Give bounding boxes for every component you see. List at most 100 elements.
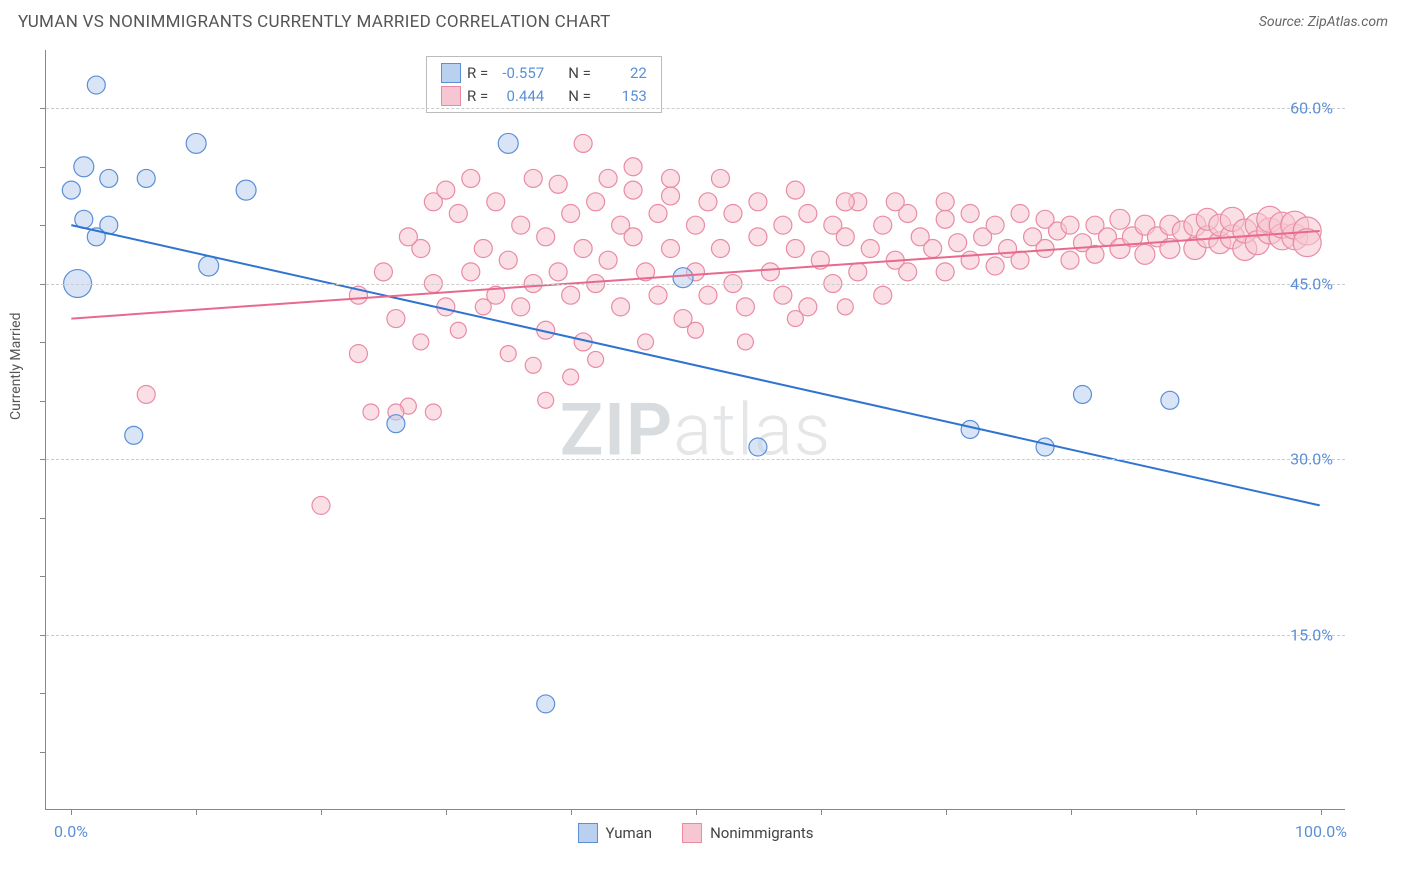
source-prefix: Source: [1259, 14, 1308, 30]
y-minor-tick [40, 576, 46, 577]
data-point [699, 286, 717, 304]
data-point [137, 385, 155, 403]
data-point [724, 204, 742, 222]
data-point [861, 240, 879, 258]
data-point [437, 181, 455, 199]
data-point [499, 251, 517, 269]
data-point [413, 334, 429, 350]
y-tick [40, 108, 46, 109]
data-point [1161, 391, 1179, 409]
data-point [1135, 244, 1155, 264]
data-point [87, 76, 105, 94]
legend-row: R =0.444N =153 [441, 85, 647, 108]
data-point [662, 169, 680, 187]
data-point [449, 204, 467, 222]
y-minor-tick [40, 752, 46, 753]
x-tick [946, 809, 947, 815]
source-attribution: Source: ZipAtlas.com [1259, 14, 1388, 30]
data-point [986, 257, 1004, 275]
data-point [1036, 240, 1054, 258]
data-point [587, 193, 605, 211]
data-point [737, 334, 753, 350]
x-tick [1196, 809, 1197, 815]
data-point [62, 181, 80, 199]
legend-n-label: N = [568, 62, 591, 85]
data-point [312, 496, 330, 514]
legend-r-value: -0.557 [494, 62, 544, 85]
x-tick [1321, 809, 1322, 815]
data-point [549, 175, 567, 193]
data-point [961, 421, 979, 439]
legend-n-label: N = [568, 85, 591, 108]
data-point [538, 392, 554, 408]
data-point [125, 426, 143, 444]
y-minor-tick [40, 693, 46, 694]
data-point [749, 228, 767, 246]
data-point [100, 169, 118, 187]
data-point [849, 263, 867, 281]
y-minor-tick [40, 225, 46, 226]
data-point [649, 204, 667, 222]
correlation-legend-box: R =-0.557N =22R =0.444N =153 [426, 56, 662, 113]
data-point [500, 346, 516, 362]
legend-r-label: R = [467, 62, 488, 85]
gridline [46, 635, 1345, 636]
legend-r-value: 0.444 [494, 85, 544, 108]
legend-swatch [577, 823, 597, 843]
data-point [599, 251, 617, 269]
data-point [450, 322, 466, 338]
data-point [799, 204, 817, 222]
data-point [387, 310, 405, 328]
data-point [711, 169, 729, 187]
y-minor-tick [40, 167, 46, 168]
x-tick [196, 809, 197, 815]
legend-n-value: 153 [597, 85, 647, 108]
y-tick [40, 635, 46, 636]
data-point [599, 169, 617, 187]
data-point [537, 695, 555, 713]
data-point [562, 286, 580, 304]
data-point [774, 286, 792, 304]
data-point [574, 134, 592, 152]
data-point [687, 216, 705, 234]
data-point [649, 286, 667, 304]
chart-title: YUMAN VS NONIMMIGRANTS CURRENTLY MARRIED… [18, 12, 611, 32]
data-point [961, 204, 979, 222]
data-point [986, 216, 1004, 234]
data-point [425, 404, 441, 420]
data-point [638, 334, 654, 350]
data-point [874, 216, 892, 234]
data-point [886, 193, 904, 211]
x-tick [1071, 809, 1072, 815]
trend-line [71, 231, 1319, 319]
data-point [1036, 438, 1054, 456]
data-point [662, 240, 680, 258]
data-point [474, 240, 492, 258]
data-point [537, 228, 555, 246]
data-point [512, 298, 530, 316]
x-tick [821, 809, 822, 815]
data-point [787, 311, 803, 327]
data-point [899, 263, 917, 281]
chart-plot-area: ZIPatlas R =-0.557N =22R =0.444N =153 Yu… [45, 50, 1345, 810]
data-point [837, 299, 853, 315]
data-point [662, 187, 680, 205]
data-point [761, 263, 779, 281]
y-tick-label: 30.0% [1290, 450, 1333, 469]
data-point [624, 228, 642, 246]
y-tick-label: 15.0% [1290, 625, 1333, 644]
data-point [1011, 251, 1029, 269]
y-tick-label: 60.0% [1290, 99, 1333, 118]
data-point [949, 234, 967, 252]
data-point [1110, 209, 1130, 229]
y-axis-label: Currently Married [8, 313, 24, 420]
data-point [612, 298, 630, 316]
legend-row: R =-0.557N =22 [441, 62, 647, 85]
data-point [74, 157, 94, 177]
y-tick-label: 45.0% [1290, 274, 1333, 293]
data-point [749, 193, 767, 211]
data-point [774, 216, 792, 234]
data-point [512, 216, 530, 234]
data-point [836, 228, 854, 246]
data-point [786, 240, 804, 258]
